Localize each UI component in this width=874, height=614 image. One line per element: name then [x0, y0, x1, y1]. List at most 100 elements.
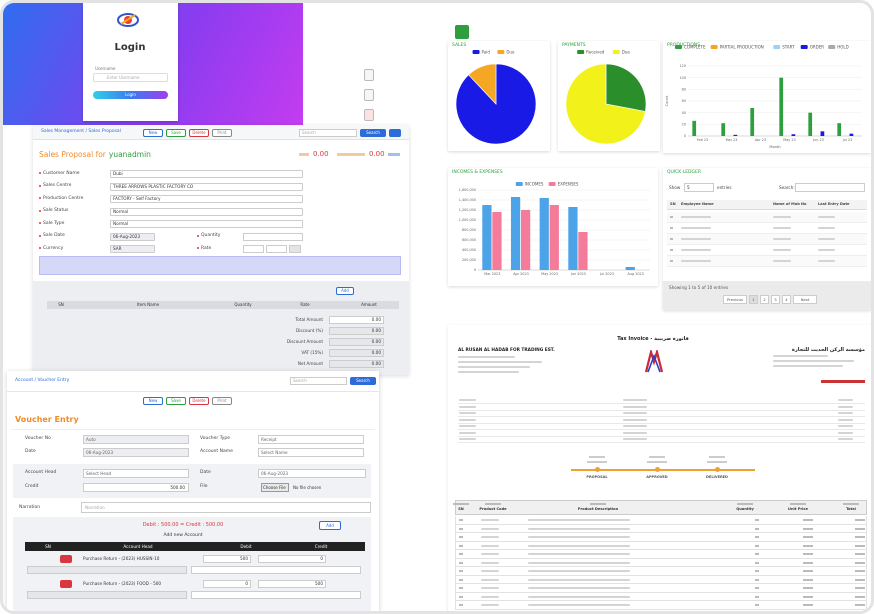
- refresh-button[interactable]: [389, 129, 401, 137]
- field-input[interactable]: [83, 435, 189, 444]
- toolbar-icon[interactable]: [364, 69, 374, 81]
- field-input[interactable]: [83, 448, 189, 457]
- field-input[interactable]: [110, 245, 155, 253]
- table-row: [667, 223, 867, 234]
- entries-select-value[interactable]: 5: [687, 184, 690, 190]
- narration-input[interactable]: [81, 502, 371, 513]
- placeholder-text: [818, 260, 835, 262]
- toolbar-button[interactable]: [143, 129, 163, 137]
- page-button-label[interactable]: 4: [785, 296, 788, 302]
- page-button[interactable]: [760, 295, 769, 304]
- search-button[interactable]: [350, 377, 376, 385]
- debit-input[interactable]: [203, 555, 251, 563]
- field-input[interactable]: [110, 195, 303, 203]
- field-input[interactable]: [110, 207, 303, 216]
- field-input[interactable]: [83, 469, 189, 478]
- search-input[interactable]: [290, 377, 347, 385]
- sub-input[interactable]: [27, 566, 187, 574]
- credit-input[interactable]: [258, 580, 326, 588]
- field-input[interactable]: [83, 483, 189, 492]
- toolbar-button[interactable]: [212, 397, 232, 405]
- field-input[interactable]: [110, 170, 303, 178]
- toolbar-button-label[interactable]: Delete: [192, 130, 206, 135]
- toolbar-button[interactable]: [212, 129, 232, 137]
- page-button-label[interactable]: Next: [800, 296, 810, 302]
- toolbar-button-label[interactable]: Save: [171, 130, 181, 135]
- placeholder-text: [755, 527, 759, 530]
- placeholder-text: [623, 418, 647, 421]
- dashboard-icon[interactable]: [455, 25, 469, 39]
- note-area[interactable]: [39, 256, 401, 275]
- page-button[interactable]: [723, 295, 747, 304]
- field-input[interactable]: [258, 469, 366, 478]
- toolbar-button[interactable]: [189, 129, 209, 137]
- toolbar-button-label[interactable]: Save: [171, 398, 181, 403]
- debit-input[interactable]: [203, 580, 251, 588]
- page-button[interactable]: [749, 295, 758, 304]
- sub-input[interactable]: [191, 591, 361, 599]
- invoice-logo: [643, 347, 665, 374]
- invoice-row: [455, 592, 867, 601]
- field-input[interactable]: [258, 448, 364, 457]
- toolbar-icon[interactable]: [364, 109, 374, 121]
- credit-input[interactable]: [258, 555, 326, 563]
- file-button[interactable]: [261, 483, 289, 492]
- toolbar-icon[interactable]: [364, 89, 374, 101]
- field-input[interactable]: [243, 245, 264, 253]
- username-input[interactable]: [93, 73, 168, 82]
- page-button-label[interactable]: 3: [774, 296, 777, 302]
- placeholder-text: [670, 249, 673, 251]
- login-button[interactable]: [93, 91, 168, 99]
- add-button-label[interactable]: Add: [326, 522, 334, 528]
- placeholder-text: [838, 431, 853, 434]
- toolbar-button-label[interactable]: New: [148, 398, 158, 403]
- required-mark: [39, 197, 41, 199]
- remove-button[interactable]: [60, 555, 72, 563]
- search-button-label[interactable]: Search: [366, 130, 380, 135]
- toolbar-button-label[interactable]: Print: [217, 130, 227, 135]
- file-button-label[interactable]: Choose File: [263, 484, 286, 490]
- toolbar-button[interactable]: [166, 397, 186, 405]
- page-button-label[interactable]: 2: [763, 296, 766, 302]
- page-button[interactable]: [771, 295, 780, 304]
- toolbar-button-label[interactable]: Delete: [192, 398, 206, 403]
- page-button-label[interactable]: 1: [752, 296, 755, 302]
- required-mark: [39, 184, 41, 187]
- field-input[interactable]: [110, 182, 303, 191]
- search-input[interactable]: [299, 129, 357, 137]
- remove-button[interactable]: [60, 580, 72, 588]
- entries-select[interactable]: [684, 183, 714, 192]
- placeholder-text: [589, 456, 605, 458]
- toolbar-button-label[interactable]: New: [148, 130, 158, 135]
- page-button[interactable]: [793, 295, 817, 304]
- toolbar-button[interactable]: [143, 397, 163, 405]
- search-button[interactable]: [360, 129, 386, 137]
- field-input[interactable]: [258, 435, 364, 444]
- required-mark: [197, 234, 199, 237]
- sub-input[interactable]: [27, 591, 187, 599]
- toolbar-button[interactable]: [166, 129, 186, 137]
- page-button-label[interactable]: Previous: [726, 296, 744, 302]
- invoice-row: [455, 584, 867, 593]
- search-button-label[interactable]: Search: [356, 378, 370, 383]
- sub-input[interactable]: [191, 566, 361, 574]
- placeholder-text: [459, 438, 476, 440]
- add-button[interactable]: [336, 287, 354, 295]
- table-header-cell: SN: [670, 202, 676, 206]
- add-button[interactable]: [319, 521, 341, 530]
- field-input[interactable]: [289, 245, 301, 253]
- placeholder-text: [670, 216, 673, 218]
- field-input[interactable]: [266, 245, 287, 253]
- toolbar-button[interactable]: [189, 397, 209, 405]
- total-box: [329, 360, 384, 368]
- toolbar-button-label[interactable]: Print: [217, 398, 227, 403]
- placeholder-text: [459, 561, 463, 564]
- field-input[interactable]: [110, 232, 155, 241]
- page-button[interactable]: [782, 295, 791, 304]
- field-input[interactable]: [110, 220, 303, 228]
- add-button-label[interactable]: Add: [341, 288, 349, 293]
- ledger-search[interactable]: [795, 183, 865, 192]
- placeholder-text: [773, 360, 854, 362]
- table-header-cell: Rate: [300, 302, 310, 307]
- field-input[interactable]: [243, 232, 303, 241]
